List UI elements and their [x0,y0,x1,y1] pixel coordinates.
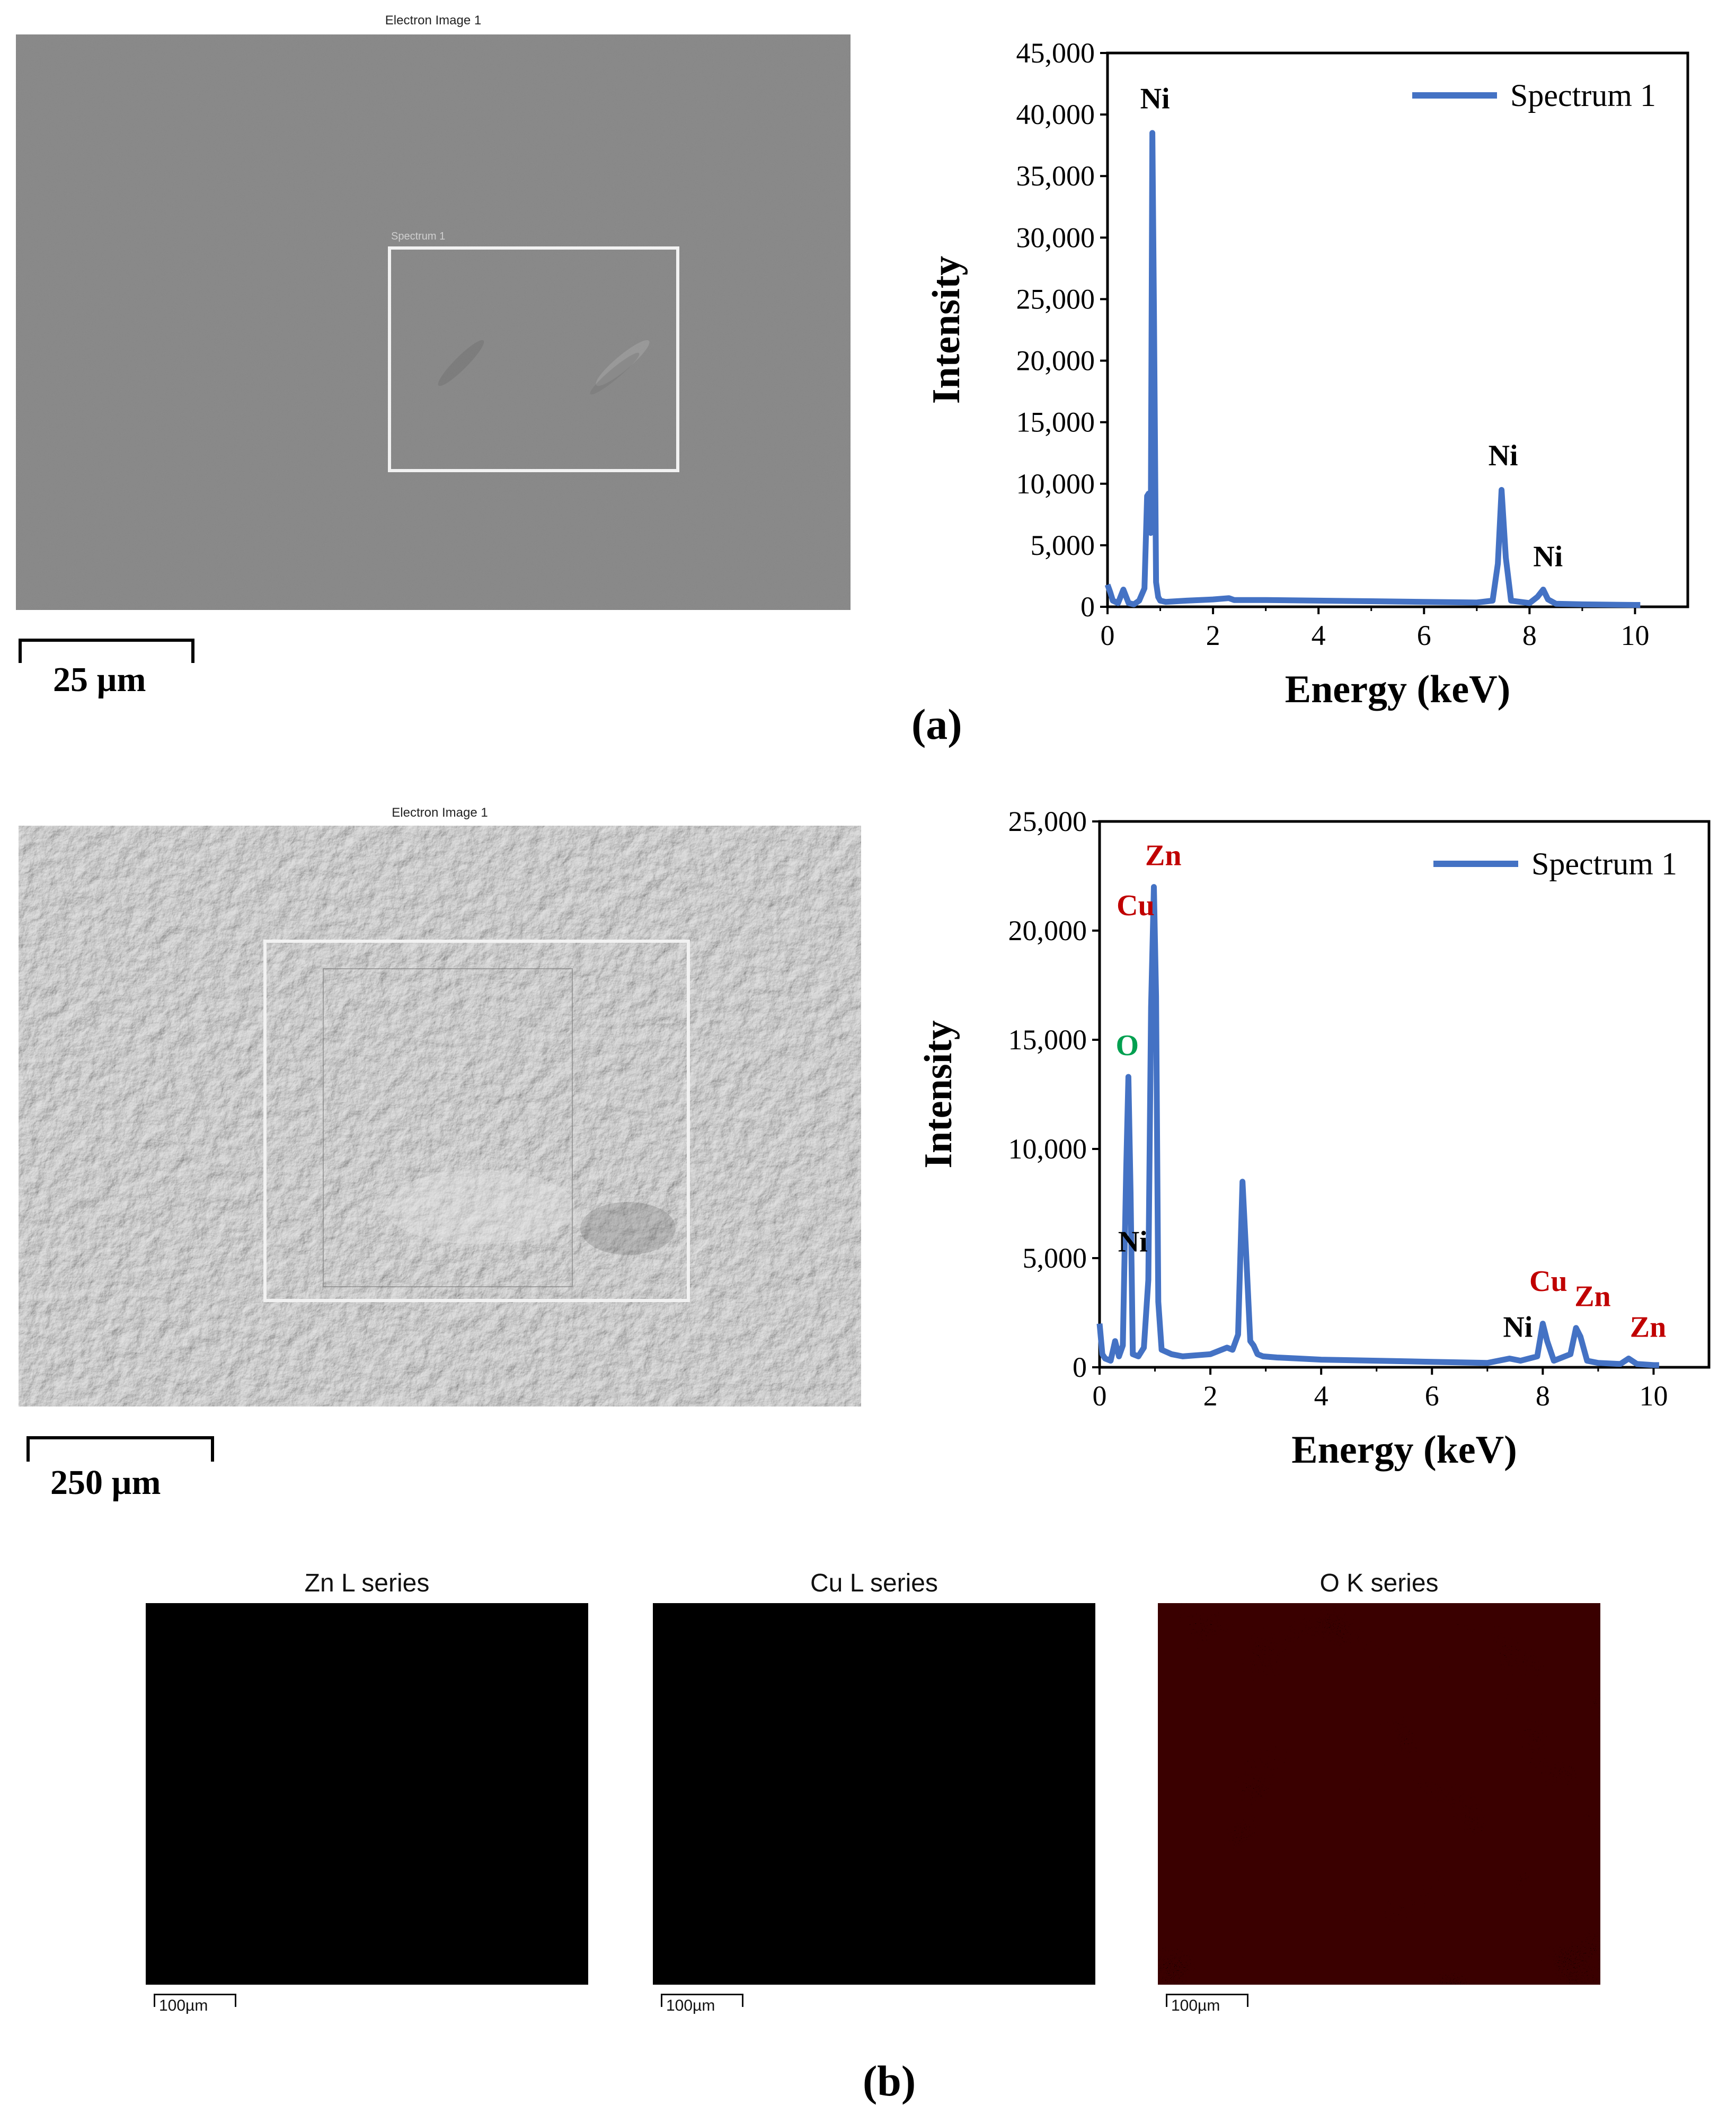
chart-a-xlabel: Energy (keV) [1285,668,1510,711]
map-scale-label-zn: 100µm [159,1997,208,2014]
chart-a-peak-label: Ni [1140,83,1170,116]
chart-a-peak-label: Ni [1489,439,1518,472]
chart-a-ytick-label: 45,000 [1016,37,1095,69]
chart-b-plot-frame [1098,820,1711,1369]
chart-a-ytick-label: 15,000 [1016,406,1095,438]
chart-b-peak-label: Cu [1117,889,1155,922]
chart-a-series-line [1104,130,1641,608]
chart-a-ytick-label: 30,000 [1016,222,1095,253]
chart-b-xtick-label: 8 [1536,1380,1550,1412]
element-map-cu [653,1603,1095,1985]
chart-b-ytick-label: 20,000 [1008,915,1087,946]
chart-a-ytick-label: 40,000 [1016,99,1095,130]
chart-b-xtick-label: 6 [1425,1380,1439,1412]
eds-spectrum-chart-b: 0 5,000 10,000 15,000 20,000 25,000 0 2 4 6 8 10 Ene… [917,806,1711,1472]
chart-b-ytick-label: 10,000 [1008,1133,1087,1165]
chart-a-ytick-label: 10,000 [1016,468,1095,500]
chart-a-ytick-label: 5,000 [1031,529,1095,561]
chart-a-xtick-label: 10 [1620,620,1649,651]
chart-b-peak-label: O [1115,1029,1139,1062]
sem-image-title-a: Electron Image 1 [385,13,482,28]
chart-a-xtick-label: 6 [1417,620,1431,651]
chart-a-peak-label: Ni [1533,540,1563,573]
chart-a-plot-frame [1106,51,1689,608]
map-scale-label-o: 100µm [1171,1997,1220,2014]
eds-spectrum-chart-a: 0 5,000 10,000 15,000 20,000 25,000 30,000 35,0… [925,37,1689,711]
map-title-zn: Zn L series [304,1569,430,1597]
spectrum-roi-box-b [263,940,690,1302]
spectrum-roi-label-a: Spectrum 1 [391,231,446,242]
sem-image-title-b: Electron Image 1 [392,806,488,820]
chart-b-peak-label: Zn [1145,839,1182,872]
map-title-cu: Cu L series [810,1569,938,1597]
chart-b-peak-label: Cu [1529,1265,1567,1298]
scale-bar-label-a: 25 µm [53,660,146,699]
element-map-o [1158,1603,1600,1985]
chart-b-xtick-label: 4 [1314,1380,1328,1412]
chart-a-xtick-label: 0 [1101,620,1115,651]
chart-b-peak-label: Ni [1118,1226,1148,1259]
chart-a-ytick-label: 35,000 [1016,160,1095,192]
chart-b-legend-label: Spectrum 1 [1531,846,1677,881]
panel-letter-b: (b) [863,2057,916,2105]
chart-b-ytick-label: 25,000 [1008,806,1087,837]
chart-b-ylabel: Intensity [917,1020,960,1169]
map-scale-label-cu: 100µm [666,1997,715,2014]
chart-b-xtick-label: 2 [1203,1380,1218,1412]
chart-a-xtick-label: 4 [1312,620,1326,651]
chart-a-ylabel: Intensity [925,256,968,404]
chart-a-ytick-label: 20,000 [1016,345,1095,377]
scale-bar-label-b: 250 µm [50,1463,161,1502]
map-scale-bar-cu [661,1994,743,2007]
chart-b-peak-label: Zn [1630,1311,1667,1343]
chart-b-peak-label: Ni [1503,1311,1533,1343]
chart-a-ytick-label: 0 [1080,591,1095,623]
chart-b-ytick-label: 0 [1073,1351,1087,1383]
chart-b-xlabel: Energy (keV) [1291,1428,1517,1472]
map-title-o: O K series [1319,1569,1439,1597]
chart-b-series-line [1096,884,1659,1368]
chart-b-xtick-label: 10 [1639,1380,1668,1412]
scale-bar-a [19,639,194,663]
map-scale-bar-zn [154,1994,236,2007]
spectrum-roi-box-a [388,246,679,472]
sem-image-b [19,826,861,1407]
chart-b-xtick-label: 0 [1093,1380,1107,1412]
chart-b-ytick-label: 15,000 [1008,1024,1087,1056]
chart-a-ytick-label: 25,000 [1016,283,1095,315]
chart-b-ytick-label: 5,000 [1023,1242,1087,1274]
chart-a-xtick-label: 2 [1206,620,1220,651]
chart-a-xtick-label: 8 [1522,620,1537,651]
chart-a-legend-label: Spectrum 1 [1510,78,1656,113]
sem-image-a: Spectrum 1 [16,34,851,610]
panel-letter-a: (a) [911,700,962,748]
scale-bar-b [26,1436,214,1462]
map-scale-bar-o [1166,1994,1248,2007]
chart-b-peak-label: Zn [1574,1280,1611,1313]
element-map-zn [146,1603,588,1985]
